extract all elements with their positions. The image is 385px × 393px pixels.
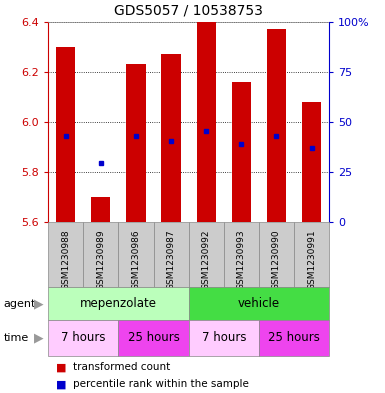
Bar xyxy=(56,47,75,222)
Text: ▶: ▶ xyxy=(33,331,43,345)
Bar xyxy=(48,222,83,287)
Text: GSM1230986: GSM1230986 xyxy=(131,230,141,290)
Bar xyxy=(126,64,146,222)
Bar xyxy=(48,320,119,356)
Bar xyxy=(232,82,251,222)
Text: GSM1230989: GSM1230989 xyxy=(96,230,105,290)
Text: GSM1230987: GSM1230987 xyxy=(167,230,176,290)
Title: GDS5057 / 10538753: GDS5057 / 10538753 xyxy=(114,4,263,18)
Bar xyxy=(259,222,294,287)
Text: mepenzolate: mepenzolate xyxy=(80,297,157,310)
Bar xyxy=(189,222,224,287)
Text: transformed count: transformed count xyxy=(73,362,171,373)
Text: GSM1230992: GSM1230992 xyxy=(202,230,211,290)
Text: GSM1230993: GSM1230993 xyxy=(237,230,246,290)
Bar xyxy=(267,29,286,222)
Bar xyxy=(161,54,181,222)
Text: GSM1230988: GSM1230988 xyxy=(61,230,70,290)
Bar xyxy=(224,222,259,287)
Bar xyxy=(119,222,154,287)
Text: GSM1230991: GSM1230991 xyxy=(307,230,316,290)
Bar xyxy=(259,320,329,356)
Bar xyxy=(294,222,329,287)
Bar xyxy=(189,287,329,320)
Text: 7 hours: 7 hours xyxy=(61,331,105,345)
Bar xyxy=(83,222,119,287)
Bar xyxy=(189,320,259,356)
Text: GSM1230990: GSM1230990 xyxy=(272,230,281,290)
Text: time: time xyxy=(4,333,29,343)
Bar xyxy=(48,287,189,320)
Text: 25 hours: 25 hours xyxy=(268,331,320,345)
Text: vehicle: vehicle xyxy=(238,297,280,310)
Bar xyxy=(119,320,189,356)
Text: 25 hours: 25 hours xyxy=(127,331,179,345)
Text: ▶: ▶ xyxy=(33,297,43,310)
Text: ■: ■ xyxy=(56,379,66,389)
Bar xyxy=(154,222,189,287)
Text: percentile rank within the sample: percentile rank within the sample xyxy=(73,379,249,389)
Text: 7 hours: 7 hours xyxy=(201,331,246,345)
Bar xyxy=(197,22,216,222)
Text: ■: ■ xyxy=(56,362,66,373)
Text: agent: agent xyxy=(4,299,36,309)
Bar xyxy=(302,102,321,222)
Bar xyxy=(91,197,110,222)
